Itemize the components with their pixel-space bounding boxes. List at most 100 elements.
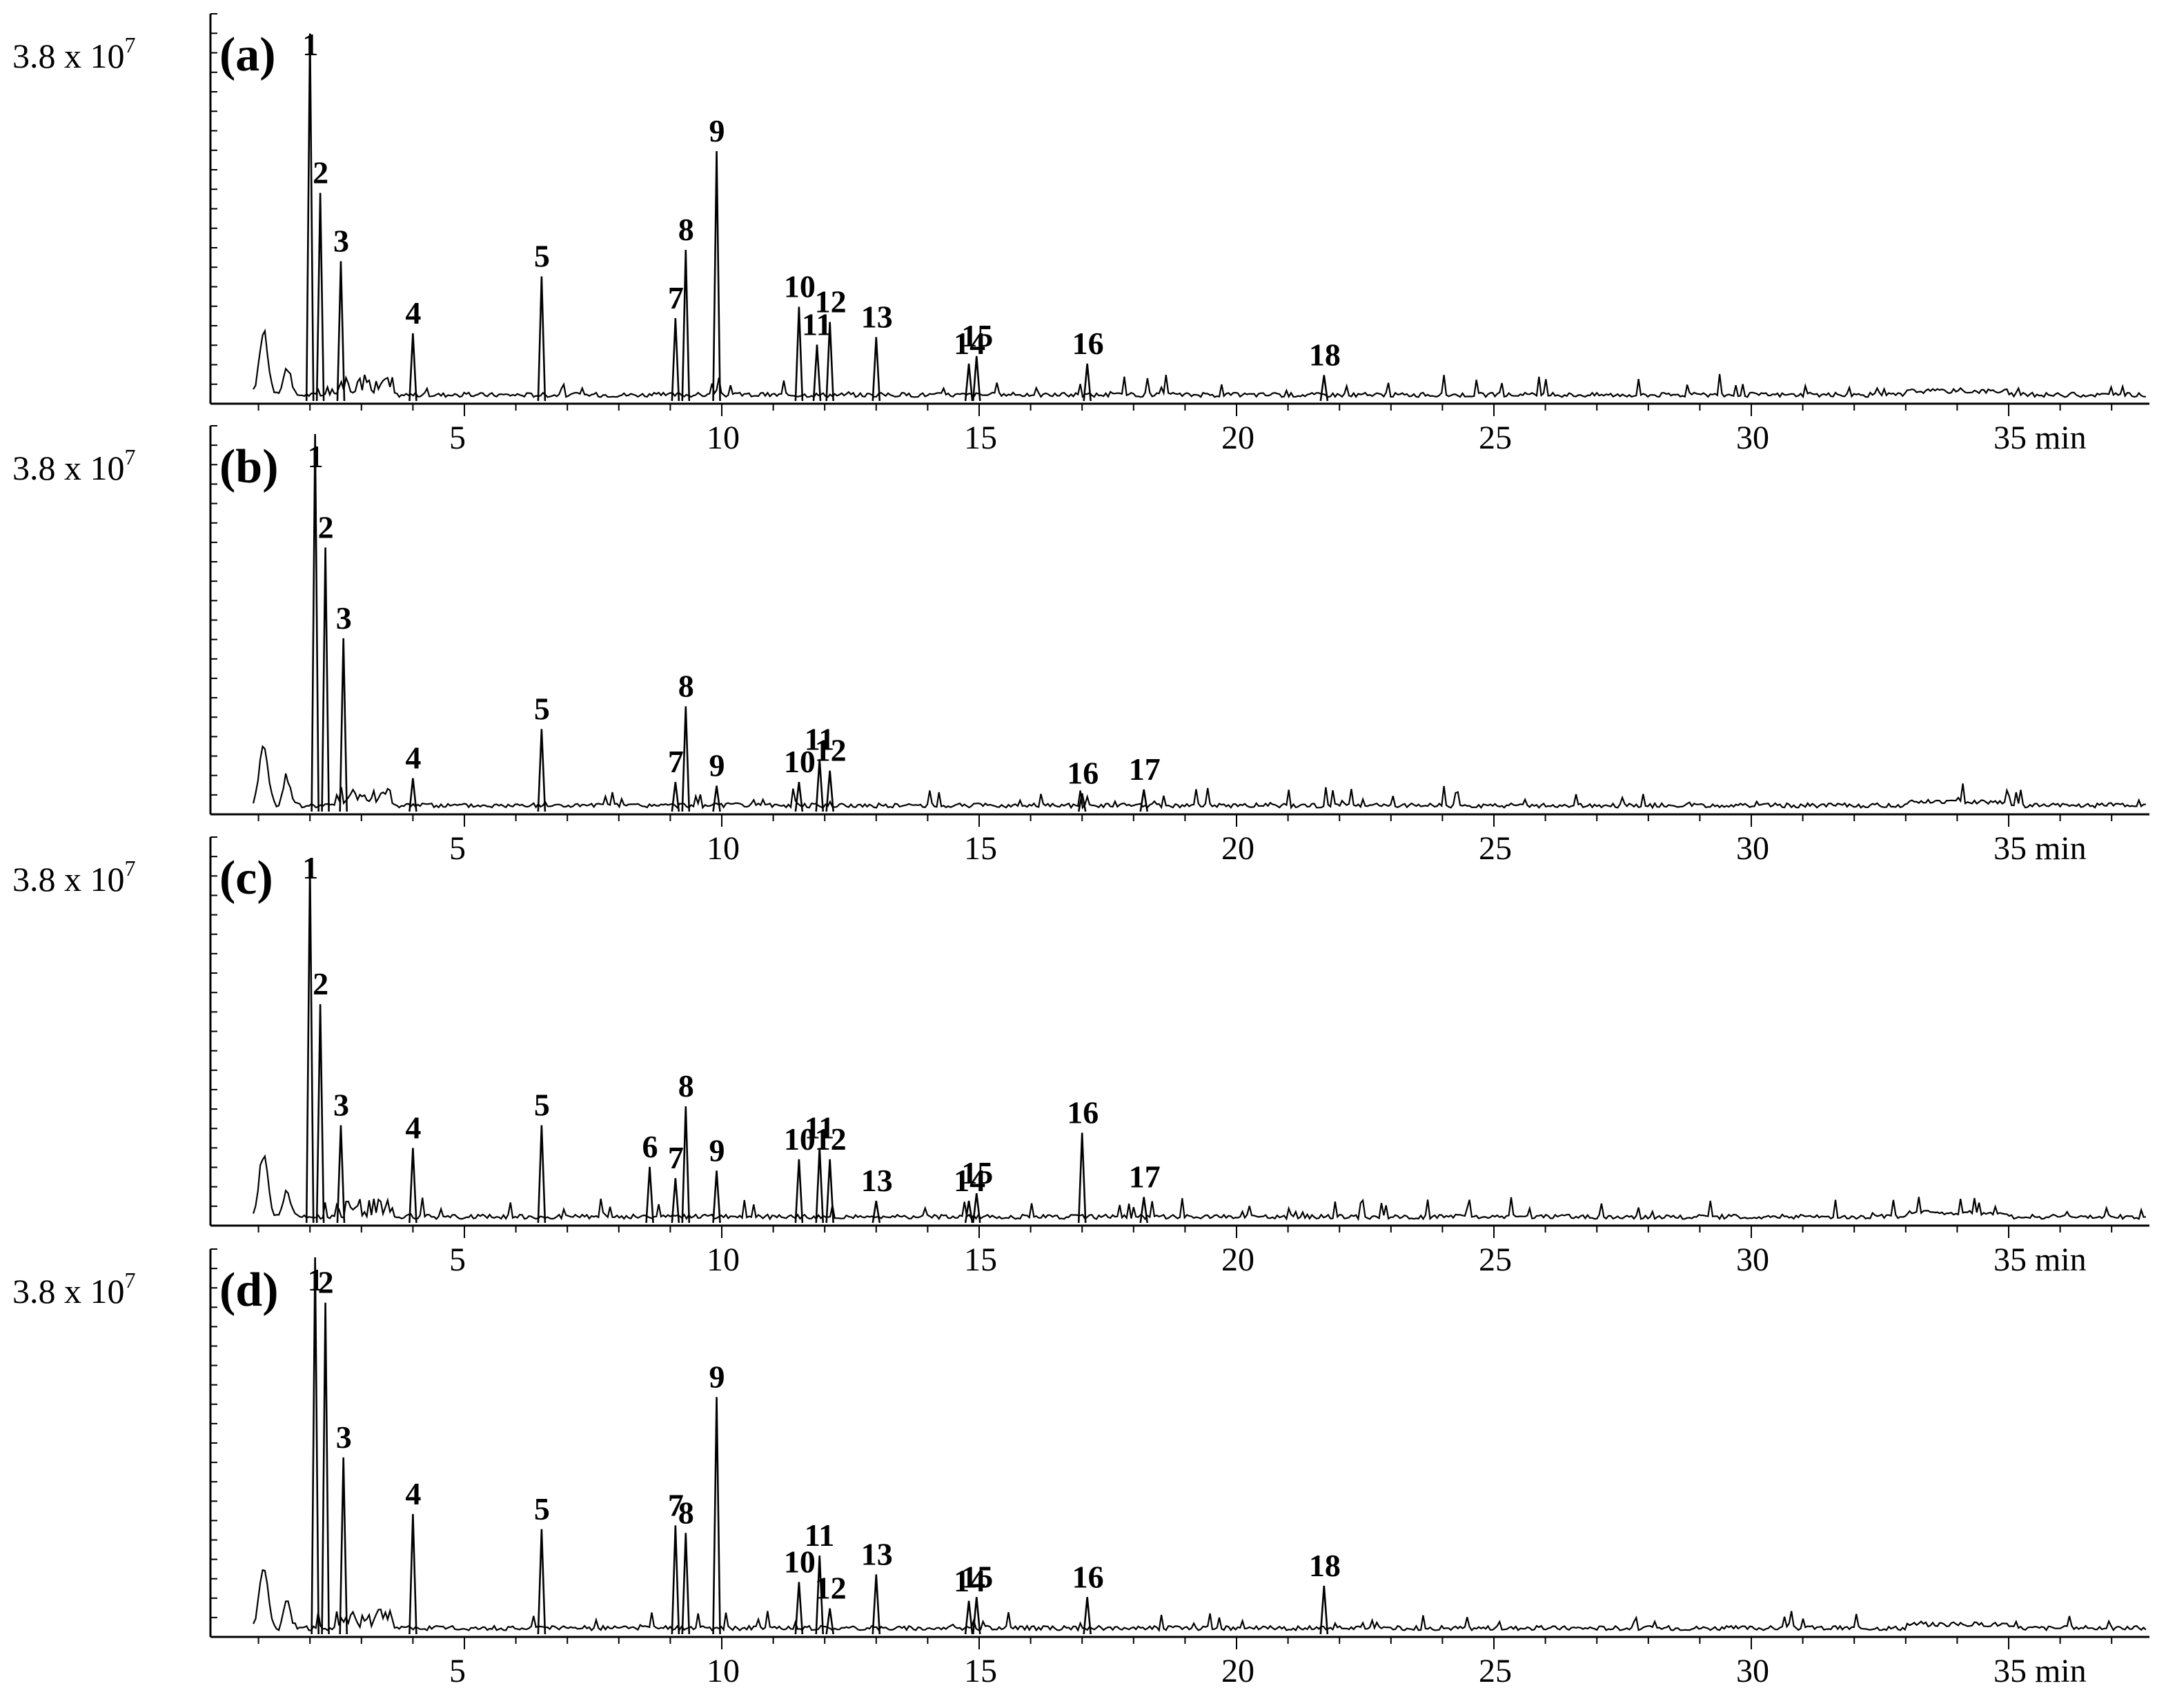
x-tick-label: 35 min bbox=[1993, 1241, 2087, 1278]
peak-3 bbox=[339, 1457, 348, 1635]
x-tick-label: 30 bbox=[1736, 1653, 1769, 1689]
x-tick-label: 5 bbox=[449, 830, 466, 867]
peak-13 bbox=[872, 1200, 881, 1224]
x-tick-label: 25 bbox=[1479, 1653, 1512, 1689]
peak-label-12: 12 bbox=[815, 1121, 847, 1157]
peak-label-1: 1 bbox=[302, 27, 318, 62]
peak-label-11: 11 bbox=[805, 1110, 834, 1145]
peak-14 bbox=[964, 363, 974, 402]
peak-8 bbox=[681, 706, 691, 812]
peak-label-4: 4 bbox=[405, 1110, 421, 1145]
peak-label-7: 7 bbox=[668, 280, 684, 315]
peak-13 bbox=[872, 337, 881, 402]
y-max-exponent: 7 bbox=[125, 32, 136, 57]
x-tick-label: 5 bbox=[449, 420, 466, 456]
peak-label-18: 18 bbox=[1309, 1548, 1341, 1583]
x-tick-label: 35 min bbox=[1993, 830, 2087, 867]
peak-label-11: 11 bbox=[802, 307, 831, 342]
panel-label: (b) bbox=[219, 440, 279, 493]
y-max-exponent: 7 bbox=[125, 1268, 136, 1293]
peak-label-7: 7 bbox=[668, 1140, 684, 1175]
x-tick-label: 15 bbox=[964, 420, 997, 456]
peak-4 bbox=[408, 1148, 417, 1224]
peak-11 bbox=[812, 344, 822, 402]
peak-2 bbox=[315, 193, 325, 402]
peak-17 bbox=[1139, 1197, 1149, 1224]
peak-8 bbox=[681, 249, 691, 402]
peak-16 bbox=[1077, 1132, 1087, 1224]
peak-label-12: 12 bbox=[815, 1571, 847, 1606]
peak-label-16: 16 bbox=[1067, 1095, 1099, 1130]
peak-label-12: 12 bbox=[815, 284, 847, 320]
chromatogram-trace bbox=[253, 1154, 2146, 1221]
peak-7 bbox=[671, 1178, 680, 1224]
peak-8 bbox=[681, 1533, 691, 1635]
peak-4 bbox=[408, 778, 417, 812]
peak-11 bbox=[815, 1555, 825, 1635]
peak-label-10: 10 bbox=[784, 744, 816, 779]
x-tick-label: 15 bbox=[964, 1653, 997, 1689]
peak-label-3: 3 bbox=[336, 600, 352, 636]
peak-15 bbox=[972, 355, 981, 402]
peak-16 bbox=[1083, 363, 1092, 402]
peak-7 bbox=[671, 317, 680, 402]
peak-label-16: 16 bbox=[1072, 326, 1104, 361]
peak-label-6: 6 bbox=[642, 1129, 658, 1164]
y-max-label: 3.8 x 107 bbox=[12, 444, 136, 487]
peak-1 bbox=[311, 1257, 319, 1635]
peak-5 bbox=[537, 276, 547, 402]
peak-label-5: 5 bbox=[534, 1088, 550, 1123]
peak-label-13: 13 bbox=[861, 300, 893, 335]
x-tick-label: 5 bbox=[449, 1241, 466, 1278]
peak-label-14: 14 bbox=[954, 1163, 985, 1198]
peak-label-10: 10 bbox=[784, 1121, 816, 1157]
peak-label-11: 11 bbox=[805, 1518, 834, 1553]
peak-10 bbox=[794, 306, 804, 402]
peak-label-10: 10 bbox=[784, 269, 816, 304]
peak-2 bbox=[315, 1004, 325, 1224]
y-max-label: 3.8 x 107 bbox=[12, 1268, 136, 1311]
x-tick-label: 5 bbox=[449, 1653, 466, 1689]
peak-label-9: 9 bbox=[709, 748, 725, 783]
peak-3 bbox=[336, 261, 346, 402]
peak-label-2: 2 bbox=[318, 509, 334, 544]
peak-12 bbox=[825, 1608, 834, 1635]
x-tick-label: 10 bbox=[707, 1653, 740, 1689]
x-tick-label: 25 bbox=[1479, 1241, 1512, 1278]
peak-label-15: 15 bbox=[961, 318, 993, 353]
peak-label-17: 17 bbox=[1129, 1159, 1161, 1195]
peak-15 bbox=[972, 1193, 981, 1224]
peak-11 bbox=[815, 759, 825, 812]
peak-label-2: 2 bbox=[318, 1265, 334, 1300]
x-tick-label: 10 bbox=[707, 830, 740, 867]
peak-5 bbox=[537, 1529, 547, 1635]
y-max-exponent: 7 bbox=[125, 856, 136, 881]
peak-2 bbox=[321, 1302, 330, 1635]
peak-16 bbox=[1077, 793, 1087, 812]
peak-18 bbox=[1319, 375, 1329, 402]
peak-label-16: 16 bbox=[1072, 1559, 1104, 1594]
peak-label-1: 1 bbox=[302, 850, 318, 885]
chromatogram-trace bbox=[253, 1569, 2147, 1632]
panel-label: (d) bbox=[219, 1264, 279, 1317]
peak-label-1: 1 bbox=[308, 439, 324, 474]
peak-label-2: 2 bbox=[313, 966, 328, 1001]
peak-label-9: 9 bbox=[709, 1132, 725, 1168]
peak-label-10: 10 bbox=[784, 1544, 816, 1579]
peak-label-8: 8 bbox=[678, 1068, 694, 1103]
x-tick-label: 15 bbox=[964, 1241, 997, 1278]
peak-8 bbox=[681, 1106, 691, 1224]
peak-14 bbox=[964, 1200, 974, 1224]
peak-label-8: 8 bbox=[678, 669, 694, 704]
peak-3 bbox=[339, 638, 348, 812]
peak-label-15: 15 bbox=[961, 1559, 993, 1594]
peak-15 bbox=[972, 1597, 981, 1635]
x-tick-label: 20 bbox=[1221, 1653, 1254, 1689]
peak-label-13: 13 bbox=[861, 1536, 893, 1571]
x-tick-label: 30 bbox=[1736, 420, 1769, 456]
x-tick-label: 30 bbox=[1736, 830, 1769, 867]
peak-10 bbox=[794, 1582, 804, 1635]
